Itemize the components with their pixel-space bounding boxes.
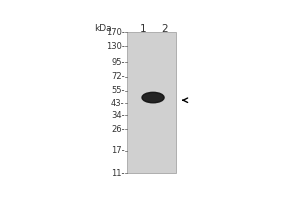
Text: 130-: 130-: [106, 42, 125, 51]
Text: 72-: 72-: [111, 72, 125, 81]
Text: 95-: 95-: [111, 58, 125, 67]
Text: 26-: 26-: [111, 125, 125, 134]
Text: 43-: 43-: [111, 99, 125, 108]
Text: 2: 2: [161, 24, 167, 34]
Text: 17-: 17-: [111, 146, 125, 155]
Text: 11-: 11-: [111, 169, 125, 178]
Text: 34-: 34-: [111, 111, 125, 120]
Bar: [127, 32, 176, 173]
Text: 1: 1: [140, 24, 147, 34]
Text: 170-: 170-: [106, 28, 125, 37]
Text: 55-: 55-: [111, 86, 125, 95]
Text: kDa: kDa: [94, 24, 111, 33]
Ellipse shape: [142, 92, 164, 103]
